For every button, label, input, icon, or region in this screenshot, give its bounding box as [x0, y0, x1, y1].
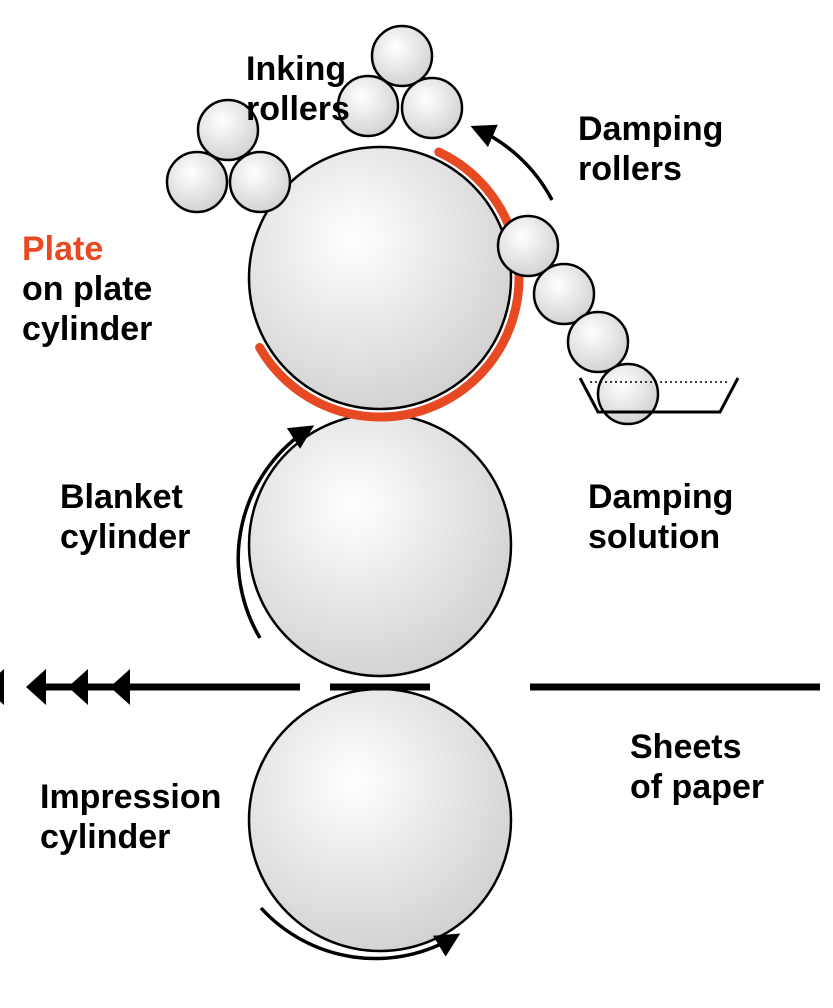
label-blanket-line1: Blanket: [60, 478, 183, 516]
label-sheets-line2: of paper: [630, 768, 764, 806]
impression-cylinder: [249, 689, 511, 951]
direction-arrow-0: [110, 669, 130, 705]
direction-arrow-3: [0, 669, 4, 705]
label-damping_solution-line2: solution: [588, 518, 720, 556]
label-impression-line1: Impression: [40, 778, 221, 816]
label-plate: Plateon platecylinder: [22, 230, 152, 348]
label-inking-line2: rollers: [246, 90, 350, 128]
blanket-cylinder: [249, 414, 511, 676]
left-roller-0: [167, 152, 227, 212]
label-plate-line2: on plate: [22, 270, 152, 308]
label-damping_rollers-line1: Damping: [578, 110, 723, 148]
left-roller-2: [230, 152, 290, 212]
label-sheets: Sheetsof paper: [630, 728, 764, 806]
inking-roller-1: [372, 26, 432, 86]
label-sheets-line1: Sheets: [630, 728, 742, 766]
label-damping_solution-line1: Damping: [588, 478, 733, 516]
label-impression-line2: cylinder: [40, 818, 170, 856]
label-damping_rollers-line2: rollers: [578, 150, 682, 188]
label-damping_solution: Dampingsolution: [588, 478, 733, 556]
label-blanket: Blanketcylinder: [60, 478, 190, 556]
inking-roller-2: [402, 78, 462, 138]
direction-arrow-2: [26, 669, 46, 705]
direction-arrow-1: [68, 669, 88, 705]
damping-roller-2: [568, 312, 628, 372]
label-damping_rollers: Dampingrollers: [578, 110, 723, 188]
label-inking-line1: Inking: [246, 50, 346, 88]
label-impression: Impressioncylinder: [40, 778, 221, 856]
label-inking: Inkingrollers: [246, 50, 350, 128]
label-plate-line1: Plate: [22, 230, 103, 268]
damping-roller-3: [598, 364, 658, 424]
label-blanket-line2: cylinder: [60, 518, 190, 556]
label-plate-line3: cylinder: [22, 310, 152, 348]
